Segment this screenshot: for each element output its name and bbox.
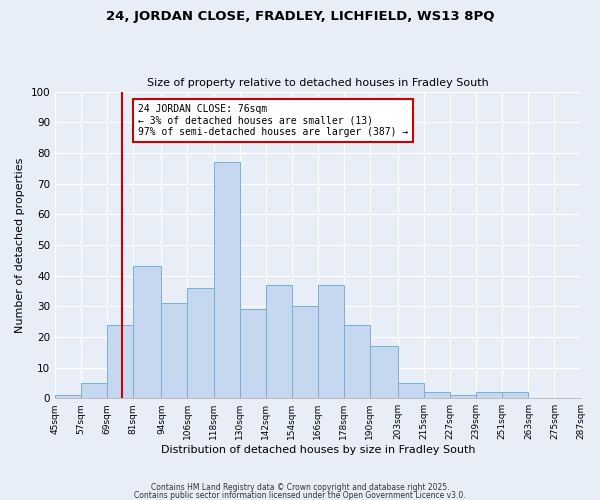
- Bar: [133, 266, 161, 398]
- Y-axis label: Number of detached properties: Number of detached properties: [15, 157, 25, 332]
- Bar: [266, 284, 292, 398]
- Text: 24, JORDAN CLOSE, FRADLEY, LICHFIELD, WS13 8PQ: 24, JORDAN CLOSE, FRADLEY, LICHFIELD, WS…: [106, 10, 494, 23]
- Bar: [476, 392, 502, 398]
- Bar: [81, 383, 107, 398]
- Bar: [318, 284, 344, 398]
- Bar: [187, 288, 214, 398]
- Text: 24 JORDAN CLOSE: 76sqm
← 3% of detached houses are smaller (13)
97% of semi-deta: 24 JORDAN CLOSE: 76sqm ← 3% of detached …: [137, 104, 408, 137]
- Title: Size of property relative to detached houses in Fradley South: Size of property relative to detached ho…: [147, 78, 488, 88]
- Text: Contains HM Land Registry data © Crown copyright and database right 2025.: Contains HM Land Registry data © Crown c…: [151, 484, 449, 492]
- Bar: [55, 395, 81, 398]
- Text: Contains public sector information licensed under the Open Government Licence v3: Contains public sector information licen…: [134, 491, 466, 500]
- Bar: [161, 303, 187, 398]
- X-axis label: Distribution of detached houses by size in Fradley South: Distribution of detached houses by size …: [161, 445, 475, 455]
- Bar: [344, 324, 370, 398]
- Bar: [424, 392, 450, 398]
- Bar: [214, 162, 239, 398]
- Bar: [370, 346, 398, 398]
- Bar: [292, 306, 318, 398]
- Bar: [450, 395, 476, 398]
- Bar: [398, 383, 424, 398]
- Bar: [502, 392, 529, 398]
- Bar: [107, 324, 133, 398]
- Bar: [239, 310, 266, 398]
